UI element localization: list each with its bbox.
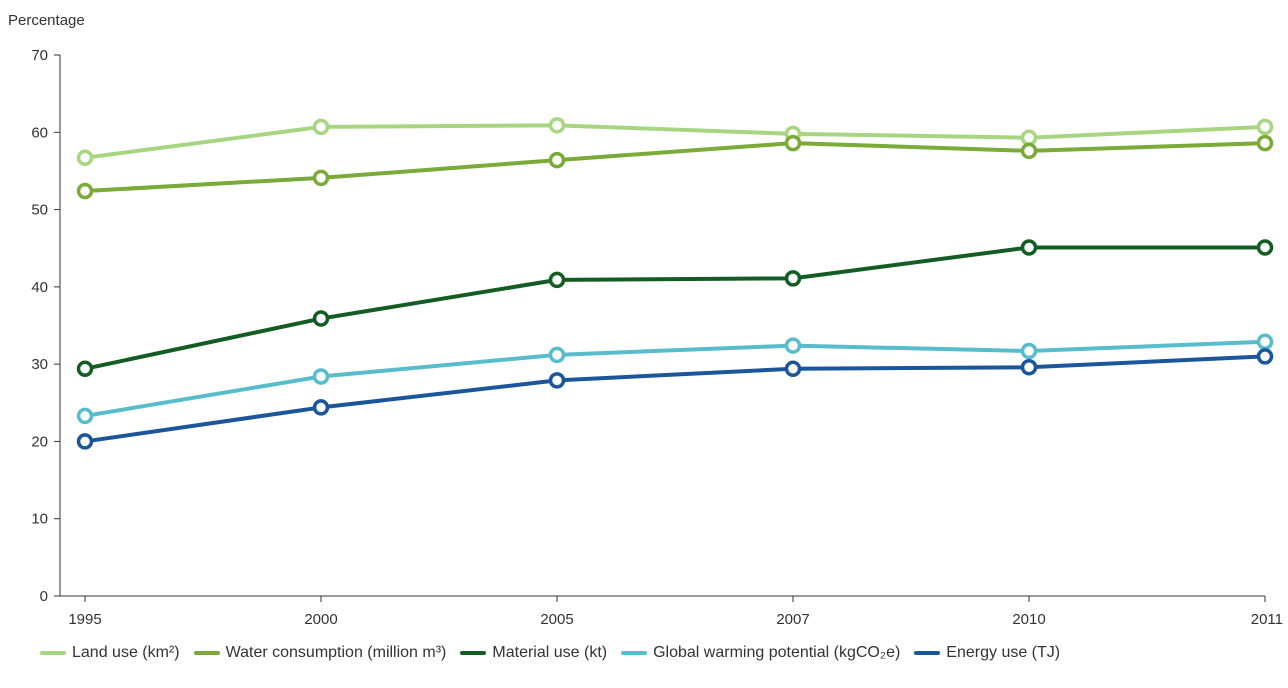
data-point (1256, 118, 1274, 136)
y-tick-label: 70 (31, 47, 48, 64)
series-layer (76, 117, 1274, 450)
legend-swatch (40, 651, 66, 655)
series-line (84, 354, 1266, 444)
y-tick-label: 10 (31, 511, 48, 528)
data-point (312, 118, 330, 136)
data-point (548, 117, 566, 134)
data-point (1020, 129, 1038, 146)
series-group (76, 239, 1274, 378)
data-point (76, 407, 94, 425)
y-tick-label: 60 (31, 124, 48, 141)
data-point (1020, 358, 1038, 376)
legend-swatch (460, 651, 487, 655)
data-point (1020, 142, 1038, 160)
data-point (1256, 348, 1274, 365)
y-tick-label: 30 (31, 356, 48, 373)
data-point (784, 360, 802, 378)
data-point (784, 270, 802, 287)
data-point (76, 360, 94, 378)
data-point (1256, 239, 1274, 256)
data-point (312, 368, 330, 385)
legend-item: Water consumption (million m³) (193, 644, 447, 662)
legend-item: Land use (km²) (40, 644, 180, 662)
data-point (76, 182, 94, 200)
data-point (784, 134, 802, 152)
legend-item: Material use (kt) (460, 644, 607, 662)
data-point (1020, 239, 1038, 256)
y-tick-label: 0 (40, 588, 48, 605)
series-line (84, 339, 1266, 418)
legend-label: Global warming potential (kgCO₂e) (653, 644, 901, 661)
legend-label: Material use (kt) (492, 644, 608, 661)
legend-label: Water consumption (million m³) (225, 644, 447, 661)
data-point (548, 271, 566, 289)
legend-item: Global warming potential (kgCO₂e) (621, 644, 900, 662)
data-point (312, 310, 330, 327)
x-tick-label: 2007 (776, 611, 809, 628)
series-line (84, 141, 1266, 194)
data-point (784, 337, 802, 354)
series-group (76, 333, 1274, 425)
legend: Land use (km²) Water consumption (million… (40, 644, 1074, 662)
series-group (76, 134, 1274, 200)
data-point (1256, 134, 1274, 152)
data-point (76, 433, 94, 450)
x-tick-label: 2005 (540, 611, 573, 628)
y-tick-label: 20 (31, 433, 48, 450)
series-line (84, 245, 1265, 371)
y-axis: 0 10 20 30 40 50 60 70 (31, 47, 61, 605)
legend-swatch (914, 651, 941, 655)
legend-swatch (621, 651, 648, 655)
data-point (1020, 342, 1038, 360)
series-line (84, 123, 1266, 160)
legend-label: Energy use (TJ) (946, 644, 1061, 661)
data-point (76, 149, 94, 167)
y-tick-label: 40 (31, 279, 48, 296)
data-point (548, 151, 566, 169)
data-point (312, 399, 330, 416)
x-tick-label: 1995 (68, 611, 101, 628)
data-point (548, 372, 566, 389)
data-point (1256, 333, 1274, 350)
series-group (76, 117, 1274, 167)
x-tick-label: 2010 (1012, 611, 1045, 628)
y-axis-title: Percentage (8, 12, 85, 29)
legend-swatch (193, 651, 220, 655)
x-tick-label: 2000 (304, 611, 337, 628)
data-point (312, 169, 330, 187)
x-tick-label: 2011 (1251, 611, 1283, 628)
series-group (76, 348, 1274, 450)
legend-label: Land use (km²) (72, 644, 180, 661)
x-axis: 1995 2000 2005 2007 2010 2011 (60, 595, 1283, 628)
y-tick-label: 50 (31, 202, 48, 219)
legend-item: Energy use (TJ) (914, 644, 1060, 662)
data-point (548, 346, 566, 364)
